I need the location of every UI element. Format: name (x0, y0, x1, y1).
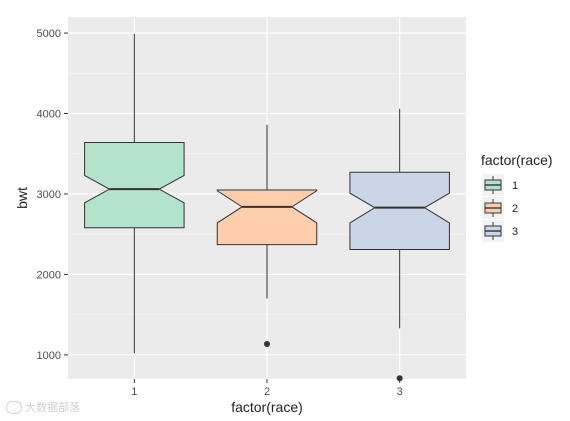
watermark: 大数据部落 (6, 399, 80, 415)
weibo-logo-icon (6, 400, 22, 414)
y-tick-label: 1000 (37, 350, 61, 362)
legend-label: 3 (512, 226, 518, 238)
legend-item-3: 3 (482, 220, 518, 242)
y-axis-title: bwt (14, 187, 30, 209)
boxes (84, 33, 450, 382)
notched-box (216, 189, 318, 246)
outlier-point (264, 341, 270, 348)
x-axis-ticks: 1 2 3 (131, 379, 403, 398)
watermark-text: 大数据部落 (25, 402, 80, 414)
y-axis-ticks: 1000 2000 3000 4000 5000 (37, 28, 68, 362)
notched-box (84, 141, 185, 229)
legend-item-2: 2 (482, 197, 518, 219)
legend: factor(race) 1 2 3 (481, 152, 553, 242)
x-tick-label: 3 (397, 386, 403, 398)
legend-label: 1 (512, 180, 518, 192)
notched-box (349, 171, 450, 250)
box-2 (216, 124, 318, 348)
y-tick-label: 2000 (37, 269, 61, 281)
box-3 (349, 108, 450, 382)
legend-label: 2 (512, 203, 518, 215)
x-tick-label: 2 (264, 386, 270, 398)
y-tick-label: 3000 (37, 189, 61, 201)
legend-item-1: 1 (482, 174, 518, 196)
outlier-point (396, 375, 403, 382)
y-tick-label: 4000 (37, 109, 61, 121)
legend-title: factor(race) (481, 152, 553, 168)
box-1 (84, 33, 185, 354)
x-tick-label: 1 (131, 386, 137, 398)
y-tick-label: 5000 (37, 28, 61, 40)
x-axis-title: factor(race) (231, 399, 303, 415)
